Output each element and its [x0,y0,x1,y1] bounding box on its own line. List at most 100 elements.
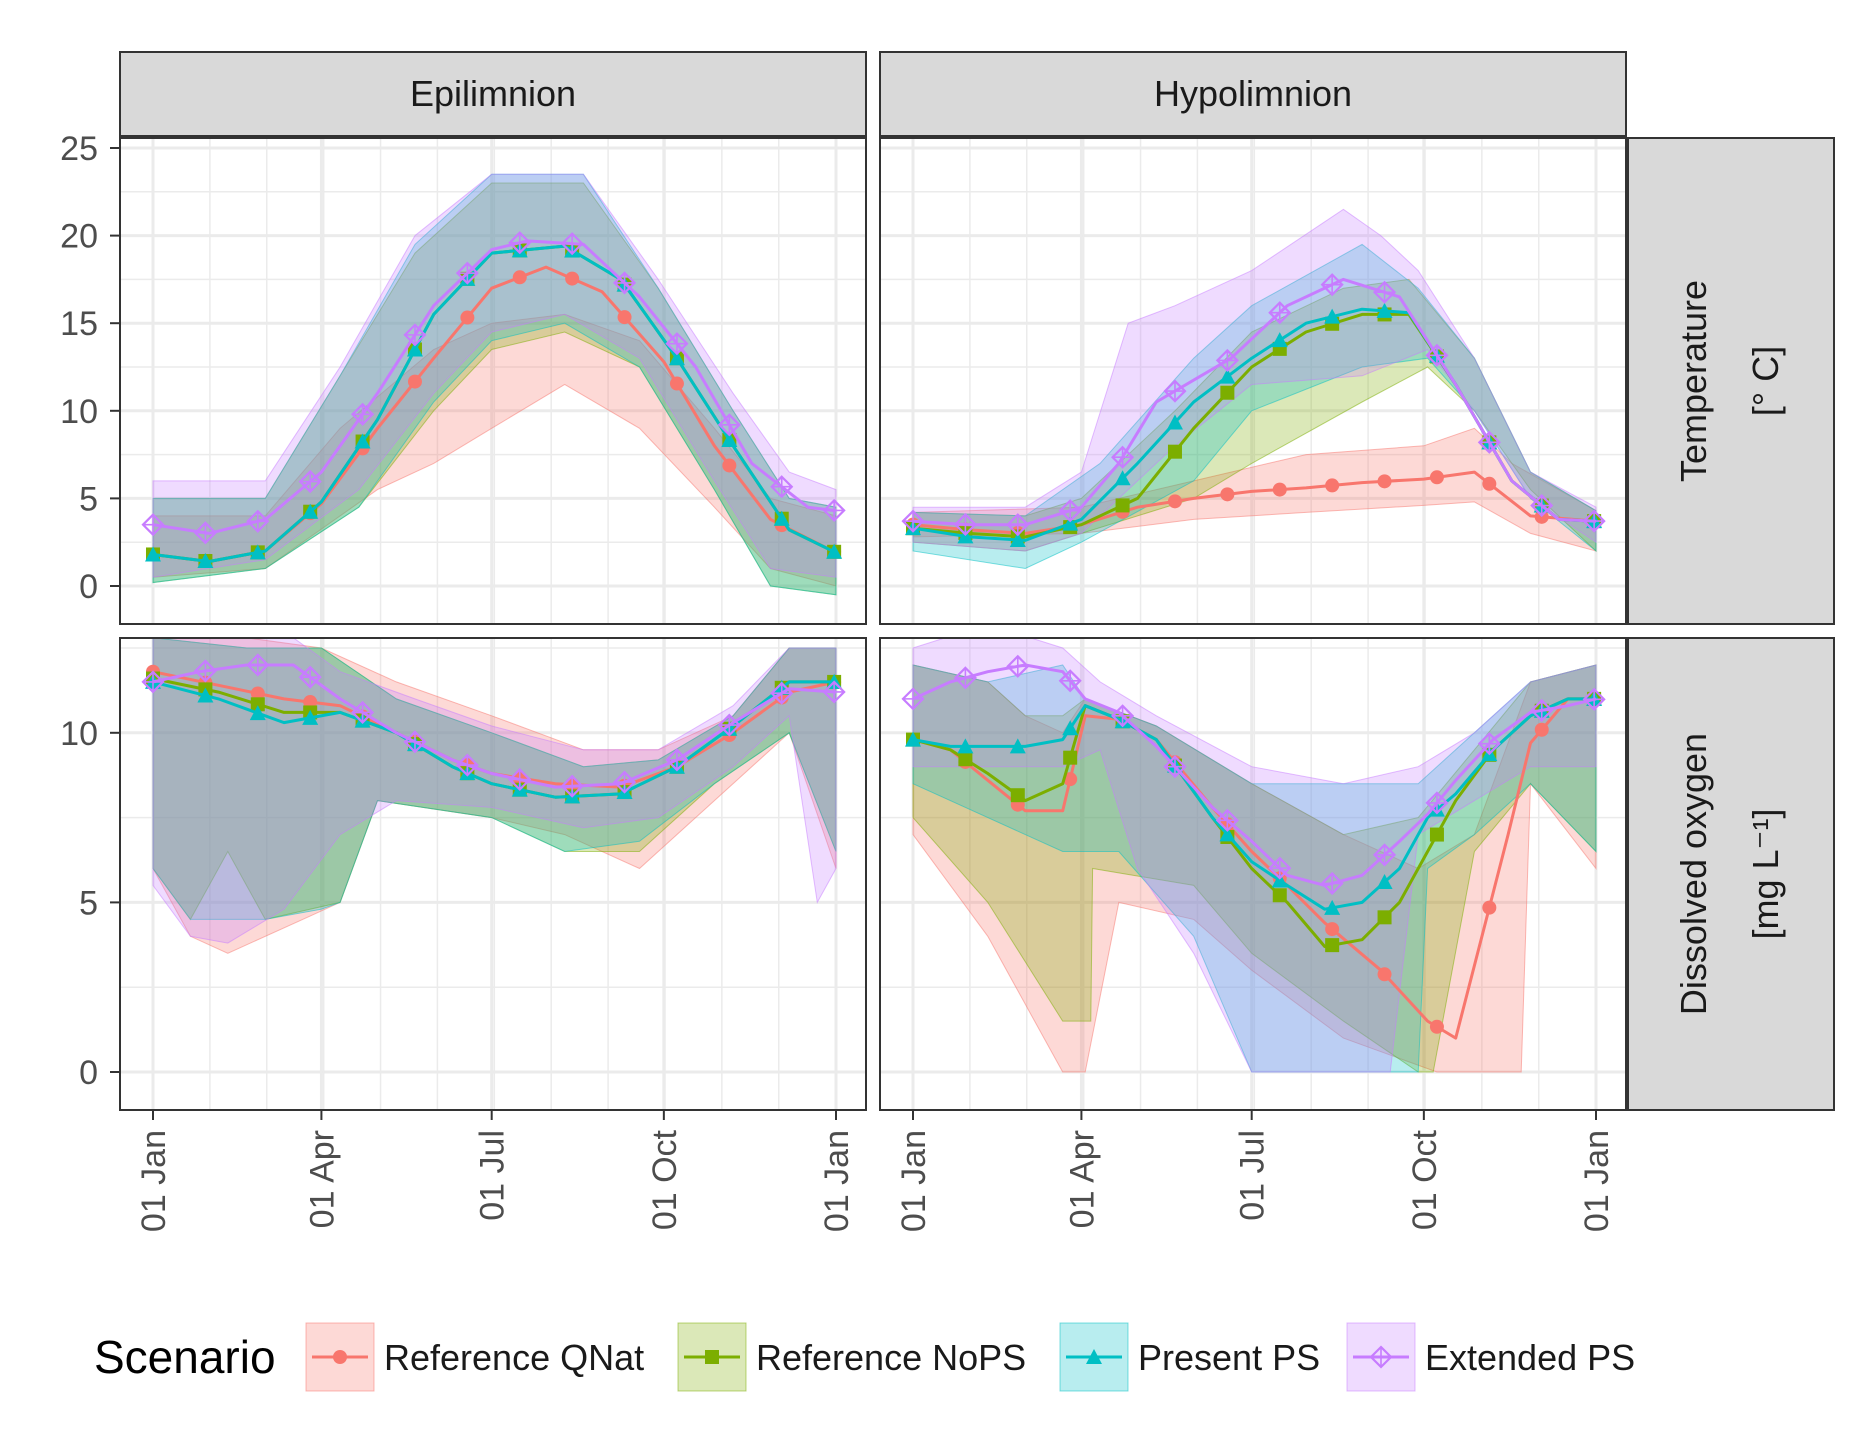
marker-reference-nops [1063,750,1078,765]
marker-present-ps [1219,826,1236,842]
marker-present-ps [1324,899,1341,915]
marker-extended-ps [1268,856,1292,880]
marker-present-ps [406,341,423,357]
marker-extended-ps [1582,687,1606,711]
marker-present-ps [354,433,371,449]
marker-reference-nops [1167,444,1182,459]
line-present-ps [152,680,836,799]
x-tick-label: 01 Jul [1234,1130,1272,1221]
marker-reference-qnat [1482,476,1497,491]
marker-present-ps [1114,470,1131,486]
marker-present-ps [773,510,790,526]
marker-reference-qnat [617,310,632,325]
panel-series-hypolimnion-0 [901,208,1606,570]
band-extended-ps [912,208,1597,552]
y-tick-label: 15 [60,305,98,343]
x-tick-label: 01 Apr [303,1130,341,1228]
line-extended-ps [912,663,1597,887]
panel-epilimnion-0 [120,138,866,624]
marker-extended-ps [717,413,741,437]
legend-label: Extended PS [1425,1337,1635,1378]
marker-extended-ps [403,730,427,754]
legend-label: Present PS [1138,1337,1320,1378]
marker-reference-qnat [1429,470,1444,485]
marker-extended-ps [560,774,584,798]
marker-extended-ps [193,521,217,545]
band-present-ps [152,638,837,920]
marker-extended-ps [1111,704,1135,728]
marker-present-ps [905,731,921,747]
marker-reference-qnat [1429,1019,1444,1034]
panel-border [119,137,867,625]
legend-label: Reference QNat [384,1337,644,1378]
marker-present-ps [826,543,843,559]
marker-extended-ps [455,753,479,777]
x-tick-label: 01 Jan [135,1130,173,1232]
marker-reference-qnat [1377,967,1392,982]
x-tick-label: 01 Jul [474,1130,512,1221]
marker-reference-qnat [250,686,265,701]
marker-extended-ps [403,323,427,347]
x-tick-label: 01 Jan [818,1130,856,1232]
marker-reference-nops [1272,888,1287,903]
marker-extended-ps [1320,871,1344,895]
marker-extended-ps [1111,445,1135,469]
marker-extended-ps [193,659,217,683]
marker-reference-nops [1377,910,1392,925]
marker-extended-ps [1530,698,1554,722]
marker-reference-qnat [1534,722,1549,737]
strip-label-epilimnion: Epilimnion [410,73,576,114]
marker-extended-ps [298,470,322,494]
y-tick-label: 5 [79,480,98,518]
marker-present-ps [957,738,974,754]
marker-present-ps [145,546,161,562]
strip-label-temperature-2: [° C] [1745,346,1786,416]
marker-reference-qnat [407,374,422,389]
x-tick-label: 01 Jan [895,1130,933,1232]
y-tick-label: 10 [60,715,98,753]
marker-reference-qnat [565,271,580,286]
marker-reference-nops [250,697,265,712]
marker-extended-ps [141,670,165,694]
marker-extended-ps [351,700,375,725]
marker-reference-qnat [1325,922,1340,937]
marker-extended-ps [1372,280,1397,304]
marker-present-ps [249,705,266,721]
marker-extended-ps [455,261,479,285]
marker-present-ps [197,553,214,569]
marker-present-ps [1324,308,1341,324]
marker-extended-ps [508,767,532,792]
marker-extended-ps [901,687,925,711]
line-extended-ps [152,239,837,535]
marker-reference-nops [958,752,973,767]
marker-reference-nops [1115,498,1130,513]
legend-item-reference-nops: Reference NoPS [677,1322,1026,1392]
y-tick-label: 25 [60,130,98,168]
marker-reference-nops [1429,827,1444,842]
marker-present-ps [1219,368,1236,384]
marker-present-ps [249,544,266,560]
panel-series-epilimnion-1 [141,638,846,954]
marker-extended-ps [717,713,741,737]
strip-temperature [1627,137,1835,625]
marker-extended-ps [1582,509,1606,533]
marker-extended-ps [665,332,689,356]
marker-present-ps [1376,874,1393,890]
strip-hypolimnion [879,51,1627,137]
strip-epilimnion [119,51,867,137]
marker-reference-qnat [1167,494,1182,509]
panel-border [119,637,867,1111]
chart-panels: 0 5 10 15 20 25 0 5 10 01 Jan 01 Apr 01 Jul 01 Oct 01… [60,130,1627,1232]
marker-extended-ps [1268,301,1292,325]
line-reference-qnat [912,470,1597,535]
x-tick-label: 01 Jan [1578,1130,1616,1232]
marker-reference-qnat [512,270,527,285]
x-tick-label: 01 Oct [1406,1129,1444,1230]
marker-reference-qnat [669,376,684,391]
marker-extended-ps [1320,273,1344,297]
marker-extended-ps [953,512,977,537]
legend-item-extended-ps: Extended PS [1346,1322,1635,1392]
marker-present-ps [1009,531,1026,547]
marker-extended-ps [560,232,584,256]
legend-item-present-ps: Present PS [1059,1322,1320,1392]
